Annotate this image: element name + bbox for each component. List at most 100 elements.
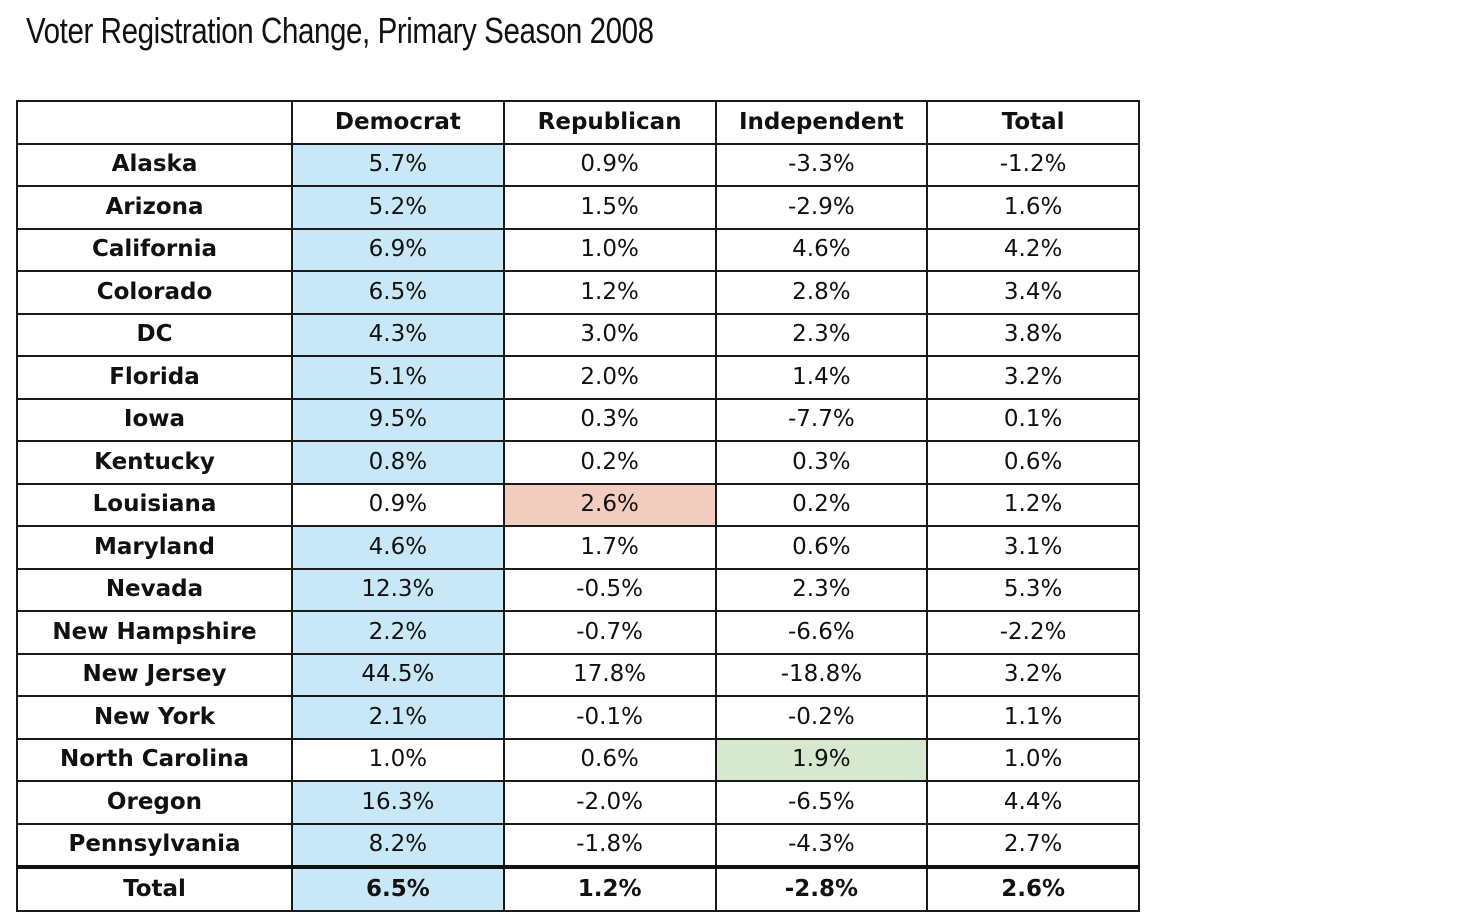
republican-value-cell: -0.1%	[502, 695, 717, 740]
republican-value-cell: 2.0%	[502, 355, 717, 400]
total-value-cell: 1.2%	[926, 482, 1140, 527]
total-value-cell: 3.2%	[926, 652, 1140, 697]
democrat-value-cell: 1.0%	[291, 737, 505, 782]
total-label: Total	[16, 865, 293, 912]
independent-value-cell: 0.6%	[714, 525, 929, 570]
independent-value-cell: -6.5%	[714, 780, 929, 825]
democrat-value-cell: 2.2%	[291, 610, 505, 655]
independent-value-cell: 1.9%	[714, 737, 929, 782]
table-row: New Hampshire 2.2% -0.7% -6.6% -2.2%	[16, 610, 1140, 655]
total-value-cell: 0.1%	[926, 397, 1140, 442]
header-cell-republican: Republican	[502, 100, 717, 145]
total-value-cell: 1.0%	[926, 737, 1140, 782]
total-value-cell: -2.2%	[926, 610, 1140, 655]
state-name-cell: Colorado	[16, 270, 293, 315]
total-value-cell: 1.6%	[926, 185, 1140, 230]
state-name-cell: New Jersey	[16, 652, 293, 697]
republican-value-cell: 0.6%	[502, 737, 717, 782]
table-row: Florida 5.1% 2.0% 1.4% 3.2%	[16, 355, 1140, 400]
state-name-cell: Maryland	[16, 525, 293, 570]
democrat-value-cell: 0.8%	[291, 440, 505, 485]
table-row: Arizona 5.2% 1.5% -2.9% 1.6%	[16, 185, 1140, 230]
table-row: Alaska 5.7% 0.9% -3.3% -1.2%	[16, 142, 1140, 187]
independent-value-cell: -0.2%	[714, 695, 929, 740]
state-name-cell: Kentucky	[16, 440, 293, 485]
total-value-cell: 2.7%	[926, 822, 1140, 868]
table-row: Maryland 4.6% 1.7% 0.6% 3.1%	[16, 525, 1140, 570]
democrat-value-cell: 6.9%	[291, 227, 505, 272]
democrat-value-cell: 16.3%	[291, 780, 505, 825]
table-row: New York 2.1% -0.1% -0.2% 1.1%	[16, 695, 1140, 740]
header-cell-independent: Independent	[714, 100, 929, 145]
total-value-cell: 3.8%	[926, 312, 1140, 357]
state-name-cell: California	[16, 227, 293, 272]
total-total-value-cell: 2.6%	[926, 865, 1140, 912]
table-row: Nevada 12.3% -0.5% 2.3% 5.3%	[16, 567, 1140, 612]
table-row: Kentucky 0.8% 0.2% 0.3% 0.6%	[16, 440, 1140, 485]
republican-value-cell: -0.5%	[502, 567, 717, 612]
democrat-value-cell: 5.7%	[291, 142, 505, 187]
state-name-cell: Pennsylvania	[16, 822, 293, 868]
header-row: Democrat Republican Independent Total	[16, 100, 1140, 145]
independent-value-cell: 1.4%	[714, 355, 929, 400]
table-row: Colorado 6.5% 1.2% 2.8% 3.4%	[16, 270, 1140, 315]
independent-value-cell: 0.3%	[714, 440, 929, 485]
table-row: New Jersey 44.5% 17.8% -18.8% 3.2%	[16, 652, 1140, 697]
independent-value-cell: -6.6%	[714, 610, 929, 655]
republican-value-cell: 17.8%	[502, 652, 717, 697]
republican-value-cell: 1.7%	[502, 525, 717, 570]
table-row: DC 4.3% 3.0% 2.3% 3.8%	[16, 312, 1140, 357]
republican-value-cell: 1.0%	[502, 227, 717, 272]
democrat-value-cell: 44.5%	[291, 652, 505, 697]
republican-value-cell: 1.2%	[502, 270, 717, 315]
total-value-cell: 1.1%	[926, 695, 1140, 740]
independent-value-cell: 2.3%	[714, 567, 929, 612]
republican-value-cell: 0.3%	[502, 397, 717, 442]
table-row: Pennsylvania 8.2% -1.8% -4.3% 2.7%	[16, 822, 1140, 868]
state-name-cell: Louisiana	[16, 482, 293, 527]
democrat-value-cell: 8.2%	[291, 822, 505, 868]
state-name-cell: Iowa	[16, 397, 293, 442]
total-value-cell: 3.4%	[926, 270, 1140, 315]
total-value-cell: 0.6%	[926, 440, 1140, 485]
state-name-cell: New Hampshire	[16, 610, 293, 655]
democrat-value-cell: 4.3%	[291, 312, 505, 357]
total-value-cell: 5.3%	[926, 567, 1140, 612]
total-value-cell: -1.2%	[926, 142, 1140, 187]
state-name-cell: Alaska	[16, 142, 293, 187]
total-row: Total 6.5% 1.2% -2.8% 2.6%	[16, 865, 1140, 912]
state-name-cell: DC	[16, 312, 293, 357]
data-table: Democrat Republican Independent Total Al…	[16, 100, 1140, 912]
independent-value-cell: -18.8%	[714, 652, 929, 697]
republican-value-cell: -2.0%	[502, 780, 717, 825]
state-name-cell: New York	[16, 695, 293, 740]
independent-value-cell: 4.6%	[714, 227, 929, 272]
table-row: Oregon 16.3% -2.0% -6.5% 4.4%	[16, 780, 1140, 825]
independent-value-cell: -7.7%	[714, 397, 929, 442]
state-name-cell: Florida	[16, 355, 293, 400]
page-title: Voter Registration Change, Primary Seaso…	[26, 10, 654, 51]
total-value-cell: 3.1%	[926, 525, 1140, 570]
header-cell-total: Total	[926, 100, 1140, 145]
total-value-cell: 4.4%	[926, 780, 1140, 825]
independent-value-cell: -2.9%	[714, 185, 929, 230]
democrat-value-cell: 5.1%	[291, 355, 505, 400]
democrat-value-cell: 2.1%	[291, 695, 505, 740]
total-value-cell: 4.2%	[926, 227, 1140, 272]
republican-value-cell: 0.9%	[502, 142, 717, 187]
democrat-value-cell: 4.6%	[291, 525, 505, 570]
independent-value-cell: 0.2%	[714, 482, 929, 527]
table-row: California 6.9% 1.0% 4.6% 4.2%	[16, 227, 1140, 272]
democrat-value-cell: 0.9%	[291, 482, 505, 527]
state-name-cell: North Carolina	[16, 737, 293, 782]
header-cell-democrat: Democrat	[291, 100, 505, 145]
democrat-value-cell: 6.5%	[291, 270, 505, 315]
republican-value-cell: 2.6%	[502, 482, 717, 527]
republican-value-cell: -0.7%	[502, 610, 717, 655]
democrat-value-cell: 12.3%	[291, 567, 505, 612]
republican-value-cell: 0.2%	[502, 440, 717, 485]
header-cell-blank	[16, 100, 293, 145]
independent-value-cell: -4.3%	[714, 822, 929, 868]
state-name-cell: Oregon	[16, 780, 293, 825]
republican-value-cell: 1.5%	[502, 185, 717, 230]
